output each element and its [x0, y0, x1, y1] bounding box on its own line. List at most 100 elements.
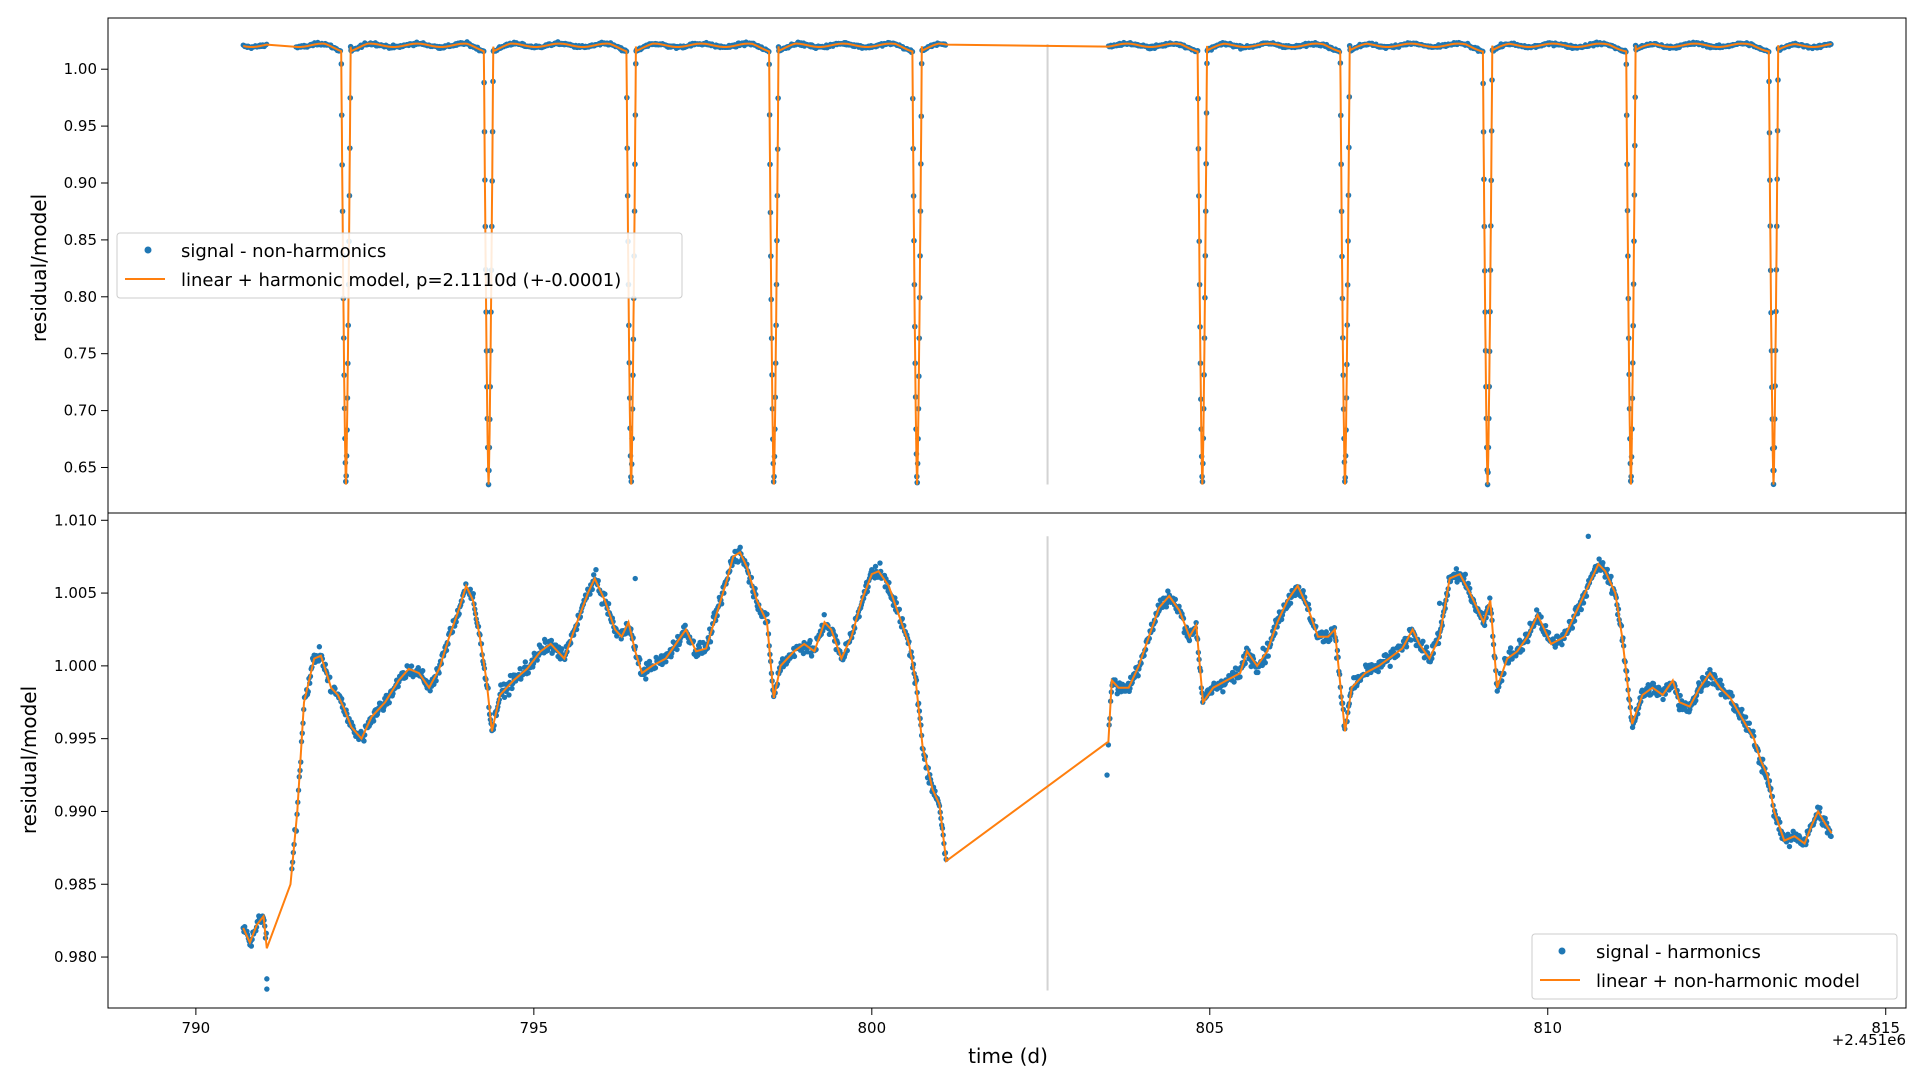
signal-point	[548, 637, 555, 644]
signal-point	[264, 976, 270, 982]
y-tick-label: 0.80	[64, 288, 97, 306]
top-legend-signal-label: signal - non-harmonics	[181, 241, 386, 262]
signal-point	[1533, 607, 1540, 613]
signal-point	[1509, 656, 1515, 662]
signal-point	[316, 644, 323, 650]
signal-point	[1104, 772, 1110, 778]
x-axis-offset-text: +2.451e6	[1832, 1031, 1906, 1049]
y-tick-label: 0.85	[64, 231, 97, 249]
signal-point	[1481, 622, 1488, 629]
signal-point	[1287, 600, 1294, 606]
signal-point	[1327, 637, 1333, 643]
signal-point	[1487, 595, 1493, 601]
signal-point	[1186, 637, 1193, 644]
signal-point	[591, 572, 597, 578]
x-tick-label: 790	[182, 1019, 211, 1037]
signal-point	[1436, 600, 1443, 606]
y-tick-label: 0.995	[54, 730, 97, 748]
signal-point	[470, 590, 476, 597]
top-y-label: residual/model	[27, 194, 51, 342]
signal-point	[1746, 720, 1753, 726]
signal-point	[1687, 706, 1693, 713]
bottom-legend-box	[1531, 933, 1898, 1000]
signal-point	[1580, 600, 1587, 606]
signal-point	[1750, 728, 1756, 735]
signal-point	[1265, 653, 1271, 659]
signal-point	[618, 636, 624, 642]
top-y-axis: 0.65 0.70 0.75 0.80 0.85 0.90 0.95 1.00	[64, 60, 108, 476]
signal-point	[764, 611, 770, 617]
signal-point	[1331, 624, 1338, 631]
signal-point	[408, 663, 415, 669]
x-tick-label: 810	[1533, 1019, 1562, 1037]
y-tick-label: 0.990	[54, 802, 97, 820]
signal-point	[1608, 573, 1614, 580]
signal-point	[1423, 644, 1430, 650]
signal-point	[506, 692, 512, 698]
y-tick-label: 0.75	[64, 345, 97, 363]
bottom-model-line	[242, 550, 1833, 949]
signal-point	[872, 563, 879, 570]
signal-point	[632, 575, 638, 582]
bottom-signal-points	[240, 533, 1834, 992]
y-tick-label: 1.000	[54, 657, 97, 675]
signal-point	[1453, 566, 1460, 572]
signal-point	[1408, 637, 1414, 643]
bottom-legend-model-label: linear + non-harmonic model	[1596, 971, 1860, 992]
bottom-y-axis: 0.980 0.985 0.990 0.995 1.000 1.005 1.010	[54, 511, 108, 966]
signal-point	[501, 694, 508, 700]
signal-point	[1569, 625, 1576, 631]
x-axis: 790 795 800 805 810 815	[182, 1008, 1900, 1037]
signal-point	[1719, 682, 1725, 688]
signal-point	[559, 646, 565, 652]
signal-point	[1559, 641, 1565, 648]
signal-point	[1519, 647, 1526, 653]
signal-point	[1231, 679, 1237, 685]
bottom-y-label: residual/model	[17, 686, 41, 834]
signal-point	[248, 943, 255, 949]
x-tick-label: 815	[1871, 1019, 1900, 1037]
bottom-legend: signal - harmonics linear + non-harmonic…	[1531, 933, 1898, 1000]
bottom-legend-signal-label: signal - harmonics	[1596, 942, 1761, 963]
signal-point	[1786, 843, 1793, 850]
signal-point	[808, 653, 815, 659]
signal-point	[1420, 638, 1426, 645]
signal-point	[1300, 588, 1306, 594]
signal-point	[1600, 560, 1606, 566]
signal-point	[1387, 663, 1393, 670]
signal-point	[646, 658, 653, 665]
signal-point	[1817, 805, 1823, 811]
signal-point	[1739, 706, 1745, 713]
y-tick-label: 0.95	[64, 117, 97, 135]
top-legend: signal - non-harmonics linear + harmonic…	[116, 232, 683, 299]
signal-point	[1705, 680, 1712, 687]
signal-point	[877, 560, 883, 566]
signal-point	[1193, 619, 1199, 626]
x-axis-label: time (d)	[968, 1044, 1048, 1068]
y-tick-label: 1.005	[54, 584, 97, 602]
signal-point	[509, 685, 515, 692]
bottom-legend-marker-signal	[1558, 947, 1566, 955]
bottom-plot-area	[240, 533, 1834, 992]
top-plot-area	[240, 39, 1834, 488]
signal-point	[737, 544, 743, 550]
signal-point	[420, 667, 426, 674]
y-tick-label: 1.010	[54, 511, 97, 529]
signal-point	[386, 699, 392, 706]
signal-point	[427, 688, 433, 694]
y-tick-label: 0.70	[64, 402, 97, 420]
signal-point	[1650, 680, 1657, 687]
signal-point	[682, 622, 688, 629]
signal-point	[264, 986, 270, 992]
x-tick-label: 800	[857, 1019, 886, 1037]
signal-point	[1172, 596, 1179, 603]
top-legend-marker-signal	[144, 246, 152, 254]
y-tick-label: 0.980	[54, 948, 97, 966]
signal-point	[1292, 592, 1298, 599]
top-legend-box	[116, 232, 683, 299]
signal-point	[1525, 638, 1531, 645]
signal-point	[1255, 669, 1261, 676]
signal-point	[1828, 833, 1834, 840]
signal-point	[1220, 689, 1226, 695]
signal-point	[361, 738, 367, 744]
